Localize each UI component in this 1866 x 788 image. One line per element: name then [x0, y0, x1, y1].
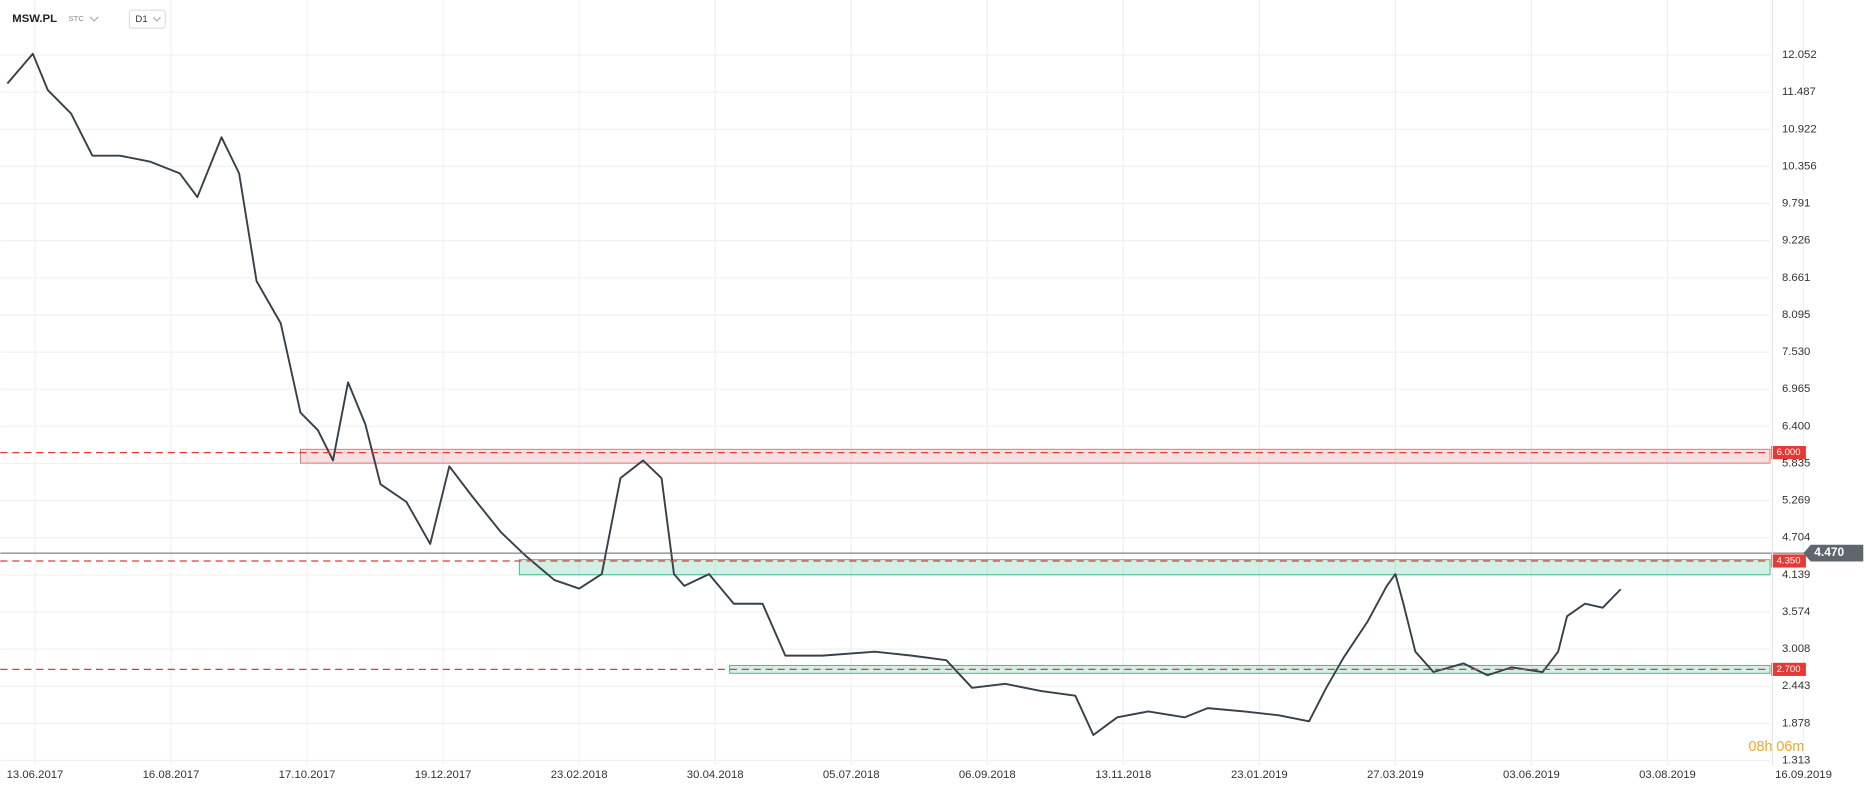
- y-tick-label: 10.922: [1782, 123, 1817, 135]
- last-price-box: [1803, 544, 1864, 562]
- x-tick-label: 30.04.2018: [687, 769, 744, 781]
- x-tick-label: 03.06.2019: [1503, 769, 1560, 781]
- y-tick-label: 7.530: [1782, 346, 1810, 358]
- y-tick-label: 2.443: [1782, 680, 1810, 692]
- x-tick-label: 05.07.2018: [823, 769, 880, 781]
- zone: [300, 448, 1771, 464]
- price-line: [6, 52, 1622, 736]
- x-tick-label: 13.06.2017: [7, 769, 64, 781]
- last-price-label: 4.470: [1814, 545, 1844, 559]
- zone: [518, 559, 1771, 576]
- price-series: [6, 52, 1622, 736]
- x-tick-label: 27.03.2019: [1367, 769, 1424, 781]
- y-tick-label: 4.704: [1782, 532, 1810, 544]
- y-tick-label: 6.965: [1782, 383, 1810, 395]
- symbol[interactable]: MSW.PL: [12, 13, 57, 25]
- y-tick-label: 4.139: [1782, 569, 1810, 581]
- y-tick-label: 5.269: [1782, 495, 1810, 507]
- x-tick-label: 23.02.2018: [551, 769, 608, 781]
- x-tick-label: 17.10.2017: [279, 769, 336, 781]
- y-tick-label: 5.835: [1782, 457, 1810, 469]
- y-tick-label: 3.574: [1782, 606, 1810, 618]
- level-label-box: [1771, 446, 1806, 460]
- y-tick-label: 6.400: [1782, 420, 1810, 432]
- levels: 6.000 4.350 2.700 4.470: [0, 446, 1864, 676]
- y-tick-label: 9.791: [1782, 198, 1810, 210]
- y-tick-label: 10.356: [1782, 160, 1817, 172]
- y-tick-label: 1.878: [1782, 717, 1810, 729]
- market: STC: [68, 14, 84, 23]
- level-label: 2.700: [1777, 664, 1801, 675]
- y-tick-label: 12.052: [1782, 49, 1817, 61]
- grid: [0, 0, 1805, 766]
- x-tick-label: 13.11.2018: [1095, 769, 1151, 781]
- y-tick-label: 1.313: [1782, 754, 1810, 766]
- x-tick-label: 16.09.2019: [1775, 769, 1832, 781]
- interval[interactable]: D1: [135, 14, 147, 25]
- x-tick-label: 16.08.2017: [143, 769, 200, 781]
- interval-caret: [152, 16, 161, 22]
- y-tick-label: 3.008: [1782, 643, 1810, 655]
- symbol-dropdown-caret[interactable]: [89, 16, 99, 22]
- interval-button[interactable]: [128, 9, 166, 29]
- x-tick-label: 06.09.2018: [959, 769, 1016, 781]
- x-tick-label: 03.08.2019: [1639, 769, 1696, 781]
- level-label: 6.000: [1777, 447, 1801, 458]
- level-label-box: [1771, 662, 1806, 676]
- x-tick-label: 23.01.2019: [1231, 769, 1288, 781]
- x-tick-label: 19.12.2017: [415, 769, 472, 781]
- y-tick-label: 8.661: [1782, 272, 1810, 284]
- y-tick-label: 9.226: [1782, 235, 1810, 247]
- y-tick-label: 8.095: [1782, 309, 1810, 321]
- level-label-box: [1771, 554, 1806, 568]
- y-tick-label: 11.487: [1782, 86, 1816, 98]
- level-label: 4.350: [1777, 556, 1801, 567]
- timer: 08h 06m: [1749, 739, 1805, 755]
- axes: 1.313 1.878 2.443 3.008 3.574 4.139 4.704 5.269…: [7, 0, 1832, 781]
